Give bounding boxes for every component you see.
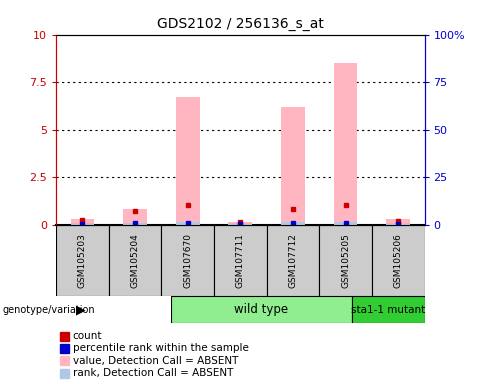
- Bar: [60, 332, 69, 341]
- Text: rank, Detection Call = ABSENT: rank, Detection Call = ABSENT: [73, 368, 233, 378]
- Text: GSM105204: GSM105204: [131, 233, 140, 288]
- Text: GSM105205: GSM105205: [341, 233, 350, 288]
- Text: sta1-1 mutant: sta1-1 mutant: [351, 305, 426, 314]
- Bar: [71, 224, 94, 225]
- Bar: [228, 224, 252, 225]
- Bar: [334, 63, 357, 225]
- Bar: [109, 225, 162, 296]
- Bar: [386, 224, 410, 225]
- Bar: [266, 225, 319, 296]
- Bar: [214, 225, 266, 296]
- Text: GSM107670: GSM107670: [183, 233, 192, 288]
- Bar: [56, 225, 109, 296]
- Text: GSM105203: GSM105203: [78, 233, 87, 288]
- Bar: [171, 296, 352, 323]
- Title: GDS2102 / 256136_s_at: GDS2102 / 256136_s_at: [157, 17, 324, 31]
- Bar: [386, 219, 410, 225]
- Bar: [60, 356, 69, 365]
- Bar: [352, 296, 425, 323]
- Bar: [60, 344, 69, 353]
- Text: GSM107711: GSM107711: [236, 233, 245, 288]
- Bar: [176, 222, 200, 225]
- Bar: [319, 225, 372, 296]
- Bar: [372, 225, 425, 296]
- Text: GSM105206: GSM105206: [394, 233, 403, 288]
- Text: count: count: [73, 331, 102, 341]
- Text: genotype/variation: genotype/variation: [2, 305, 95, 314]
- Bar: [334, 222, 357, 225]
- Text: wild type: wild type: [234, 303, 288, 316]
- Bar: [123, 223, 147, 225]
- Bar: [228, 222, 252, 225]
- Bar: [281, 222, 305, 225]
- Text: value, Detection Call = ABSENT: value, Detection Call = ABSENT: [73, 356, 238, 366]
- Bar: [176, 97, 200, 225]
- Bar: [162, 225, 214, 296]
- Text: ▶: ▶: [76, 303, 85, 316]
- Text: percentile rank within the sample: percentile rank within the sample: [73, 343, 248, 353]
- Bar: [281, 107, 305, 225]
- Text: GSM107712: GSM107712: [288, 233, 298, 288]
- Bar: [123, 209, 147, 225]
- Bar: [71, 219, 94, 225]
- Bar: [60, 369, 69, 378]
